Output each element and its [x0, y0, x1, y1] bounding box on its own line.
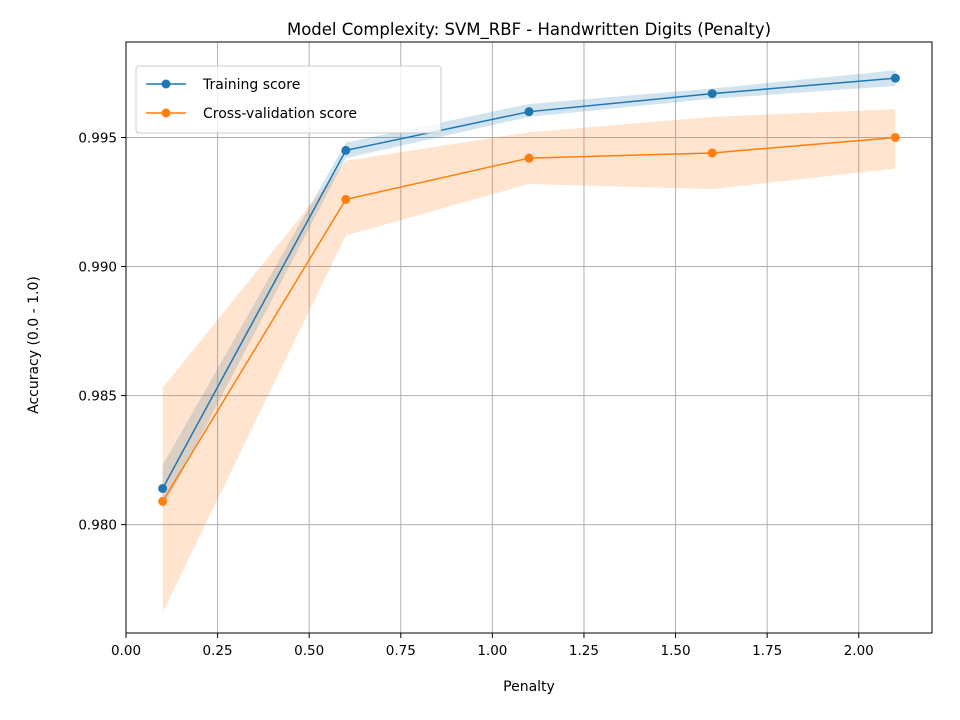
x-axis-ticks: 0.00 0.25 0.50 0.75 1.00 1.25 1.50 1.75 2.00	[111, 633, 874, 659]
x-tick-label: 1.75	[752, 643, 782, 659]
legend-label-2: Cross-validation score	[203, 106, 357, 122]
y-tick-label: 0.980	[78, 518, 117, 534]
confidence-band-layer	[162, 70, 896, 613]
data-point	[341, 145, 351, 155]
y-axis-ticks: 0.980 0.985 0.990 0.995	[78, 130, 126, 534]
legend-label-1: Training score	[202, 77, 300, 93]
data-point	[890, 73, 900, 83]
data-point	[341, 194, 351, 204]
y-tick-label: 0.995	[78, 130, 117, 146]
x-tick-label: 1.00	[477, 643, 507, 659]
data-point	[524, 107, 534, 117]
x-tick-label: 2.00	[844, 643, 874, 659]
data-point	[524, 153, 534, 163]
x-tick-label: 0.25	[203, 643, 233, 659]
data-point	[707, 89, 717, 99]
x-tick-label: 0.00	[111, 643, 141, 659]
legend-items: Training score Cross-validation score	[146, 77, 357, 122]
data-point-layer	[158, 73, 900, 506]
confidence-band-2	[162, 109, 896, 613]
data-point	[158, 483, 168, 493]
legend-box	[135, 65, 442, 134]
y-axis-label: Accuracy (0.0 - 1.0)	[26, 276, 42, 414]
x-tick-label: 1.25	[569, 643, 599, 659]
x-tick-label: 0.75	[386, 643, 416, 659]
x-tick-label: 0.50	[294, 643, 324, 659]
data-point	[707, 148, 717, 158]
y-tick-label: 0.985	[78, 389, 117, 405]
x-axis-label: Penalty	[503, 679, 555, 695]
legend-marker-2	[161, 108, 171, 118]
data-point	[158, 496, 168, 506]
x-tick-label: 1.50	[661, 643, 691, 659]
legend: Training score Cross-validation score	[135, 65, 442, 134]
data-point	[890, 132, 900, 142]
chart-title: Model Complexity: SVM_RBF - Handwritten …	[287, 20, 771, 40]
legend-marker-1	[161, 79, 171, 89]
plot-area-frame	[125, 41, 933, 634]
y-tick-label: 0.990	[78, 260, 117, 276]
